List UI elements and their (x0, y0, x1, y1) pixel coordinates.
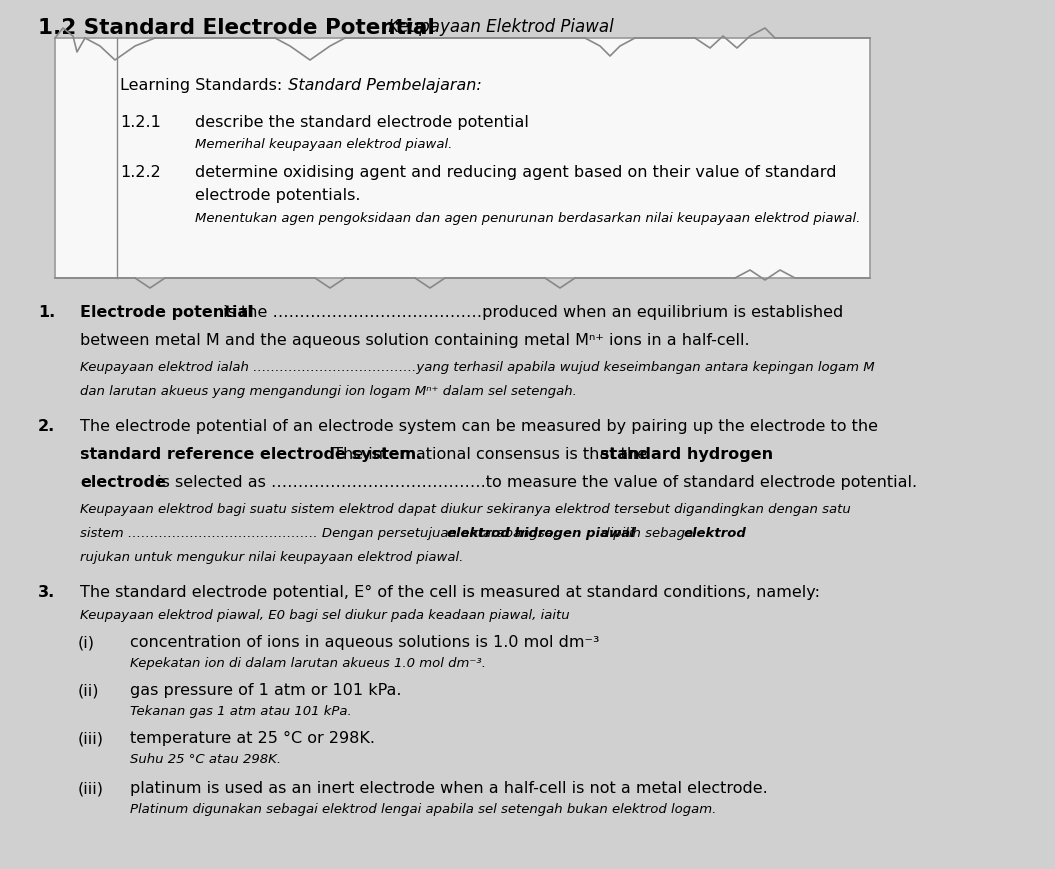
Text: describe the standard electrode potential: describe the standard electrode potentia… (195, 115, 529, 130)
Text: sistem ……………………………………. Dengan persetujuan antarabangsa,: sistem ……………………………………. Dengan persetujua… (80, 527, 561, 540)
Text: Suhu 25 °C atau 298K.: Suhu 25 °C atau 298K. (130, 753, 281, 766)
Text: dan larutan akueus yang mengandungi ion logam Mⁿ⁺ dalam sel setengah.: dan larutan akueus yang mengandungi ion … (80, 385, 577, 398)
Text: Menentukan agen pengoksidaan dan agen penurunan berdasarkan nilai keupayaan elek: Menentukan agen pengoksidaan dan agen pe… (195, 212, 861, 225)
Text: 1.2 Standard Electrode Potential: 1.2 Standard Electrode Potential (38, 18, 435, 38)
Text: standard hydrogen: standard hydrogen (600, 447, 773, 462)
Text: Kepekatan ion di dalam larutan akueus 1.0 mol dm⁻³.: Kepekatan ion di dalam larutan akueus 1.… (130, 657, 486, 670)
Text: (i): (i) (78, 635, 95, 650)
Text: gas pressure of 1 atm or 101 kPa.: gas pressure of 1 atm or 101 kPa. (130, 683, 402, 698)
Text: standard reference electrode system.: standard reference electrode system. (80, 447, 422, 462)
Text: Learning Standards:: Learning Standards: (120, 78, 283, 93)
Text: 1.: 1. (38, 305, 55, 320)
Text: Tekanan gas 1 atm atau 101 kPa.: Tekanan gas 1 atm atau 101 kPa. (130, 705, 351, 718)
Text: (iii): (iii) (78, 731, 104, 746)
Text: Keupayaan Elektrod Piawal: Keupayaan Elektrod Piawal (383, 18, 614, 36)
FancyBboxPatch shape (55, 38, 870, 278)
Text: between metal M and the aqueous solution containing metal Mⁿ⁺ ions in a half-cel: between metal M and the aqueous solution… (80, 333, 750, 348)
Text: Standard Pembelajaran:: Standard Pembelajaran: (279, 78, 482, 93)
Text: 2.: 2. (38, 419, 55, 434)
Text: Keupayaan elektrod piawal, E0 bagi sel diukur pada keadaan piawal, iaitu: Keupayaan elektrod piawal, E0 bagi sel d… (80, 609, 570, 622)
Text: elektrod hidrogen piawal: elektrod hidrogen piawal (447, 527, 635, 540)
Text: rujukan untuk mengukur nilai keupayaan elektrod piawal.: rujukan untuk mengukur nilai keupayaan e… (80, 551, 463, 564)
Text: The standard electrode potential, E° of the cell is measured at standard conditi: The standard electrode potential, E° of … (80, 585, 820, 600)
Text: Keupayaan elektrod bagi suatu sistem elektrod dapat diukur sekiranya elektrod te: Keupayaan elektrod bagi suatu sistem ele… (80, 503, 850, 516)
Text: Keupayaan elektrod ialah ……………………………….yang terhasil apabila wujud keseimbangan a: Keupayaan elektrod ialah ……………………………….ya… (80, 361, 875, 374)
Text: 1.2.2: 1.2.2 (120, 165, 160, 180)
Text: Platinum digunakan sebagai elektrod lengai apabila sel setengah bukan elektrod l: Platinum digunakan sebagai elektrod leng… (130, 803, 716, 816)
Text: 1.2.1: 1.2.1 (120, 115, 160, 130)
Text: determine oxidising agent and reducing agent based on their value of standard: determine oxidising agent and reducing a… (195, 165, 837, 180)
Text: electrode potentials.: electrode potentials. (195, 188, 361, 203)
Text: The international consensus is that the: The international consensus is that the (328, 447, 652, 462)
Text: Electrode potential: Electrode potential (80, 305, 254, 320)
Text: (iii): (iii) (78, 781, 104, 796)
Text: electrode: electrode (80, 475, 166, 490)
Text: Memerihal keupayaan elektrod piawal.: Memerihal keupayaan elektrod piawal. (195, 138, 453, 151)
Text: is selected as ………………………………….to measure the value of standard electrode potentia: is selected as ………………………………….to measure … (152, 475, 917, 490)
Text: platinum is used as an inert electrode when a half-cell is not a metal electrode: platinum is used as an inert electrode w… (130, 781, 768, 796)
Text: concentration of ions in aqueous solutions is 1.0 mol dm⁻³: concentration of ions in aqueous solutio… (130, 635, 599, 650)
Text: elektrod: elektrod (684, 527, 747, 540)
Text: is the …………………………………produced when an equilibrium is established: is the …………………………………produced when an equ… (218, 305, 843, 320)
Text: dipilih sebagai: dipilih sebagai (597, 527, 701, 540)
Text: 3.: 3. (38, 585, 55, 600)
Text: The electrode potential of an electrode system can be measured by pairing up the: The electrode potential of an electrode … (80, 419, 878, 434)
Text: (ii): (ii) (78, 683, 99, 698)
Text: temperature at 25 °C or 298K.: temperature at 25 °C or 298K. (130, 731, 375, 746)
